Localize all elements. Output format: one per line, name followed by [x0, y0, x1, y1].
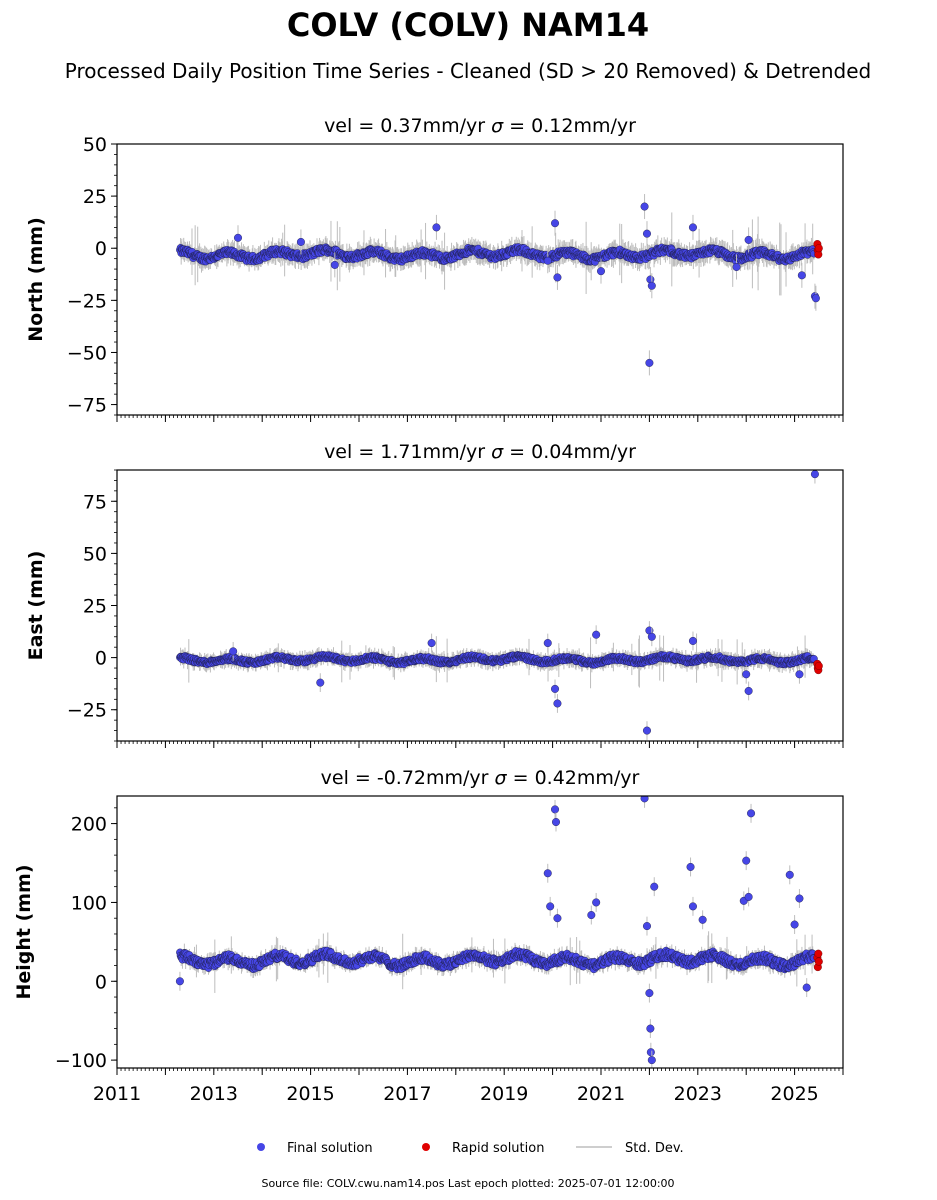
sigma-symbol: σ	[491, 115, 504, 137]
plot-frame	[116, 143, 844, 416]
figure-subtitle: Processed Daily Position Time Series - C…	[65, 59, 871, 83]
final-point	[543, 256, 552, 265]
final-point	[742, 670, 751, 679]
y-axis-label: East (mm)	[25, 551, 47, 661]
rapid-point	[814, 244, 823, 253]
y-axis-label: Height (mm)	[13, 864, 35, 999]
final-point	[795, 670, 804, 679]
north-panel: vel = 0.37mm/yr σ = 0.12mm/yr North (mm) 5…	[25, 115, 844, 422]
final-point	[592, 630, 601, 639]
plot-area	[176, 194, 823, 376]
final-point	[233, 233, 242, 242]
final-point	[744, 686, 753, 695]
y-tick-label: 50	[83, 134, 107, 156]
final-point	[688, 223, 697, 232]
plot-area	[176, 470, 823, 740]
outlier-series	[233, 194, 820, 376]
panel-title: vel = 1.71mm/yr σ = 0.04mm/yr	[324, 441, 636, 463]
final-point	[330, 260, 339, 269]
height-panel: vel = -0.72mm/yr σ = 0.42mm/yr Height (mm…	[13, 767, 844, 1105]
y-tick-label: 0	[95, 238, 107, 260]
y-axis-label: North (mm)	[25, 217, 47, 342]
final-point	[551, 684, 560, 693]
final-point	[432, 223, 441, 232]
outlier-series	[229, 470, 819, 740]
y-tick-label: −75	[67, 395, 107, 417]
final-series	[176, 651, 818, 669]
panel-title: vel = 0.37mm/yr σ = 0.12mm/yr	[324, 115, 636, 137]
sigma-value: = 0.04mm/yr	[503, 441, 636, 463]
y-tick-label: 0	[95, 648, 107, 670]
y-tick-label: 50	[83, 543, 107, 565]
rapid-series	[813, 240, 823, 259]
final-point	[597, 267, 606, 276]
final-point	[645, 358, 654, 367]
east-panel: vel = 1.71mm/yr σ = 0.04mm/yr East (mm) 75…	[25, 441, 844, 748]
y-tick-label: 25	[83, 186, 107, 208]
final-point	[553, 699, 562, 708]
y-tick-label: 25	[83, 596, 107, 618]
final-point	[642, 726, 651, 735]
sigma-value: = 0.12mm/yr	[503, 115, 636, 137]
plot-frame	[116, 469, 844, 742]
sigma-symbol: σ	[491, 441, 504, 463]
final-point	[810, 470, 819, 479]
final-point	[543, 639, 552, 648]
final-point	[732, 262, 741, 271]
velocity-value: vel = 1.71mm/yr	[324, 441, 491, 463]
final-series	[176, 243, 818, 266]
final-point	[647, 281, 656, 290]
y-tick-label: −25	[67, 290, 107, 312]
sigma-value: = 0.42mm/yr	[507, 767, 640, 789]
final-point	[229, 647, 238, 656]
y-tick-label: −50	[67, 342, 107, 364]
rapid-series	[813, 659, 823, 675]
final-point	[642, 229, 651, 238]
final-point	[551, 219, 560, 228]
final-point	[316, 678, 325, 687]
figure-title: COLV (COLV) NAM14	[287, 6, 649, 44]
final-point	[797, 271, 806, 280]
final-point	[688, 636, 697, 645]
final-point	[811, 294, 820, 303]
velocity-value: vel = -0.72mm/yr	[321, 767, 495, 789]
final-point	[647, 632, 656, 641]
plot-area	[175, 796, 823, 1068]
final-point	[640, 202, 649, 211]
panel-title: vel = -0.72mm/yr σ = 0.42mm/yr	[321, 767, 640, 789]
final-point	[427, 639, 436, 648]
final-point	[296, 237, 305, 246]
final-point	[553, 273, 562, 282]
y-tick-label: 75	[83, 491, 107, 513]
sigma-symbol: σ	[495, 767, 508, 789]
rapid-point	[814, 661, 823, 670]
y-tick-label: −25	[67, 700, 107, 722]
final-point	[744, 235, 753, 244]
velocity-value: vel = 0.37mm/yr	[324, 115, 491, 137]
